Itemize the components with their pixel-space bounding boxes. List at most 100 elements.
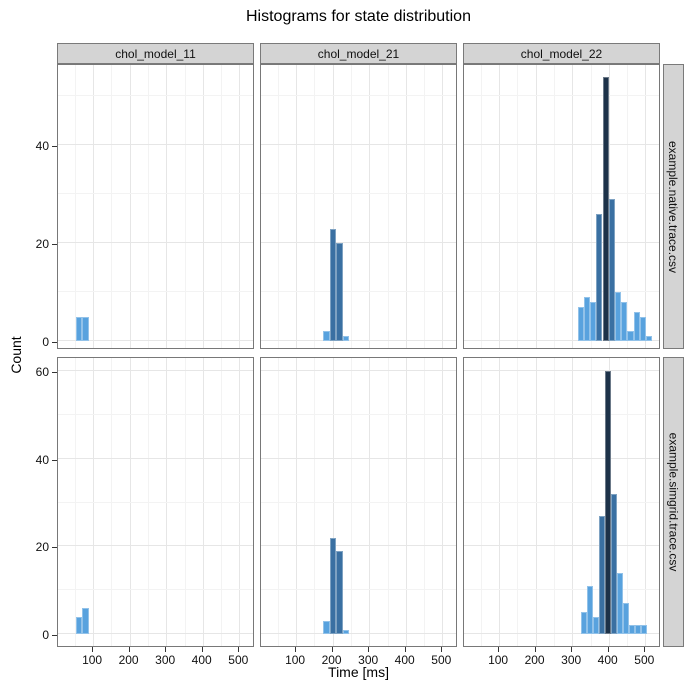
gridline-major <box>464 457 659 459</box>
histogram-bar <box>633 311 640 341</box>
gridline-major <box>166 65 168 348</box>
y-tick-mark <box>52 459 57 461</box>
x-tick-mark <box>498 647 500 652</box>
x-tick-label: 100 <box>488 653 509 667</box>
facet-panel <box>260 64 457 349</box>
col-facet-strip: chol_model_11 <box>57 43 254 64</box>
gridline-minor <box>464 501 659 503</box>
gridline-major <box>261 340 456 341</box>
gridline-minor <box>111 65 113 348</box>
gridline-major <box>261 457 456 459</box>
gridline-major <box>129 65 131 348</box>
histogram-bar <box>329 537 337 634</box>
y-tick-label: 20 <box>35 540 49 555</box>
gridline-minor <box>277 65 279 348</box>
x-tick-mark <box>92 647 94 652</box>
gridline-major <box>58 340 253 341</box>
x-tick-mark <box>165 647 167 652</box>
gridline-major <box>58 633 253 634</box>
gridline-minor <box>517 65 519 348</box>
col-facet-strip: chol_model_22 <box>463 43 660 64</box>
histogram-bar <box>646 336 653 341</box>
x-tick-label: 500 <box>431 653 452 667</box>
row-facet-strip: example.simgrid.trace.csv <box>663 357 684 647</box>
gridline-minor <box>74 65 76 348</box>
x-tick-label: 100 <box>285 653 306 667</box>
x-tick-label: 300 <box>358 653 379 667</box>
facet-panel <box>463 64 660 349</box>
gridline-minor <box>350 65 352 348</box>
gridline-major <box>58 457 253 459</box>
col-facet-label: chol_model_11 <box>115 46 196 61</box>
gridline-major <box>58 545 253 547</box>
gridline-major <box>93 65 95 348</box>
x-tick-label: 400 <box>191 653 212 667</box>
histogram-bar <box>323 331 330 341</box>
y-tick-mark <box>52 244 57 246</box>
x-tick-label: 400 <box>394 653 415 667</box>
gridline-major <box>261 144 456 146</box>
gridline-major <box>58 370 253 371</box>
y-tick-label: 40 <box>35 452 49 467</box>
gridline-major <box>442 65 444 348</box>
y-tick-label: 60 <box>35 365 49 379</box>
gridline-minor <box>261 413 456 415</box>
gridline-minor <box>553 65 555 348</box>
gridline-minor <box>261 291 456 293</box>
gridline-major <box>261 545 456 547</box>
x-tick-mark <box>331 647 333 652</box>
gridline-minor <box>58 589 253 591</box>
y-tick-mark <box>52 342 57 343</box>
x-tick-mark <box>571 647 573 652</box>
gridline-minor <box>464 291 659 293</box>
gridline-minor <box>314 65 316 348</box>
gridline-minor <box>184 65 186 348</box>
facet-panel <box>57 357 254 647</box>
x-tick-mark <box>368 647 370 652</box>
gridline-major <box>464 633 659 634</box>
y-tick-mark <box>52 547 57 549</box>
histogram-bar <box>587 585 593 634</box>
histogram-bar <box>617 572 624 634</box>
gridline-major <box>369 65 371 348</box>
histogram-bar <box>323 620 330 634</box>
gridline-major <box>261 633 456 634</box>
gridline-minor <box>261 193 456 195</box>
histogram-bar <box>599 515 605 634</box>
gridline-major <box>261 370 456 371</box>
gridline-major <box>202 65 204 348</box>
histogram-bar <box>623 603 630 634</box>
histogram-bar <box>614 292 622 341</box>
histogram-bar <box>577 306 584 341</box>
histogram-bar <box>336 243 343 341</box>
histogram-bar <box>627 331 634 341</box>
x-axis-title: Time [ms] <box>328 664 389 680</box>
gridline-major <box>499 65 501 348</box>
histogram-bar <box>82 607 89 634</box>
gridline-minor <box>58 95 253 97</box>
x-tick-label: 200 <box>118 653 139 667</box>
gridline-minor <box>147 65 149 348</box>
x-tick-mark <box>238 647 240 652</box>
y-tick-label: 0 <box>42 335 49 349</box>
x-tick-label: 300 <box>155 653 176 667</box>
x-tick-label: 400 <box>597 653 618 667</box>
y-tick-label: 20 <box>35 237 49 252</box>
gridline-major <box>572 65 574 348</box>
histogram-bar <box>75 316 83 341</box>
facet-panel <box>260 357 457 647</box>
row-facet-label: example.native.trace.csv <box>666 140 681 273</box>
x-tick-mark <box>534 647 536 652</box>
histogram-bar <box>639 316 646 341</box>
gridline-major <box>332 65 334 348</box>
gridline-minor <box>261 95 456 97</box>
gridline-major <box>296 65 298 348</box>
histogram-bar <box>596 213 603 341</box>
gridline-minor <box>464 193 659 195</box>
gridline-major <box>58 144 253 146</box>
gridline-major <box>405 65 407 348</box>
histogram-bar <box>611 493 618 634</box>
row-facet-label: example.simgrid.trace.csv <box>666 432 681 572</box>
y-tick-mark <box>52 635 57 636</box>
